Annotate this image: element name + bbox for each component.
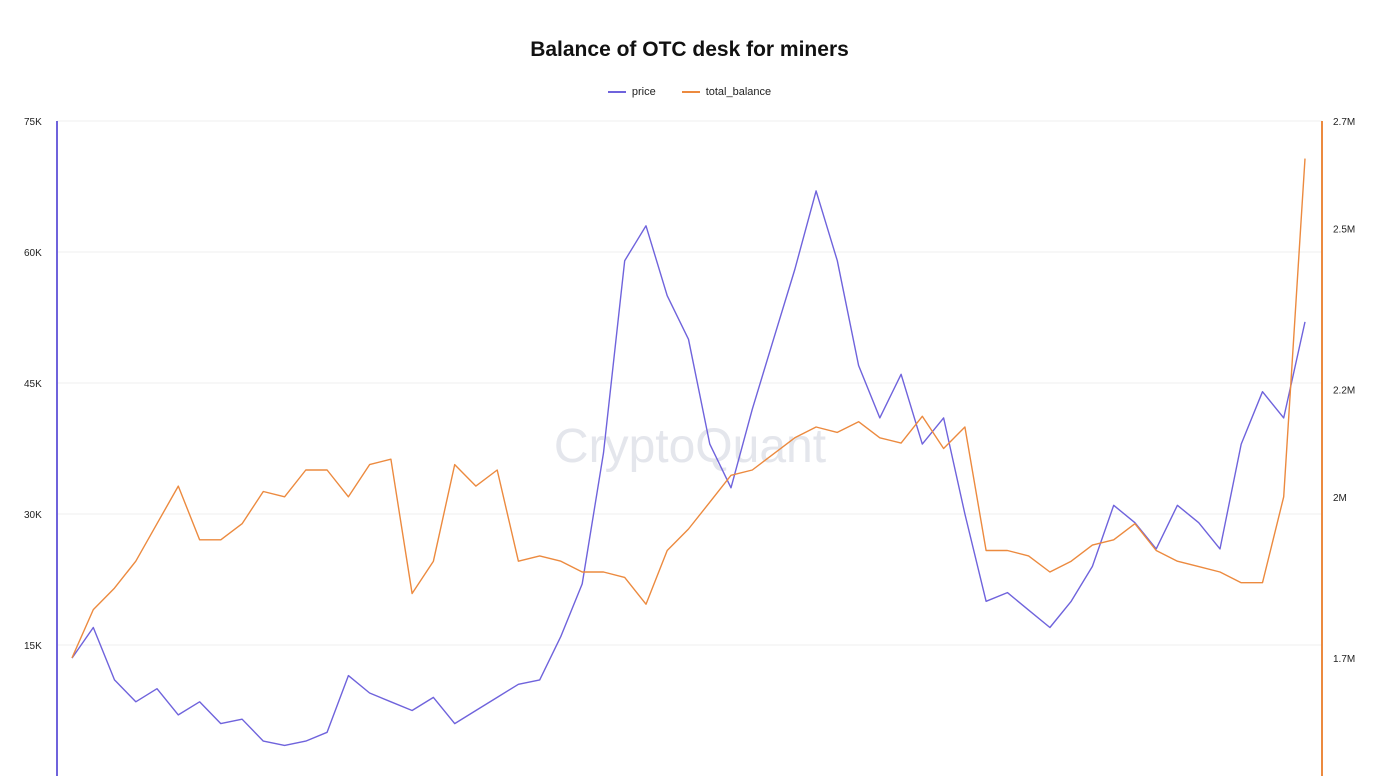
legend-item-price[interactable]: price [607, 86, 656, 98]
series-line-total-balance [71, 158, 1306, 659]
y-left-tick-label: 15K [24, 641, 42, 652]
legend-swatch-price [607, 91, 626, 93]
y-right-tick-label: 1.7M [1333, 654, 1355, 665]
y-right-tick-label: 2.7M [1333, 117, 1355, 128]
legend-swatch-total-balance [681, 91, 700, 93]
legend-label-total-balance: total_balance [705, 86, 772, 98]
y-left-tick-label: 75K [24, 117, 42, 128]
legend: price total_balance [0, 86, 1379, 98]
y-left-tick-label: 60K [24, 248, 42, 259]
legend-label-price: price [631, 86, 656, 98]
chart-title: Balance of OTC desk for miners [530, 38, 849, 61]
series-line-price [71, 190, 1306, 747]
watermark: CryptoQuant [554, 420, 826, 473]
y-left-tick-label: 30K [24, 510, 42, 521]
y-right-tick-label: 2M [1333, 493, 1347, 504]
y-right-tick-label: 2.5M [1333, 224, 1355, 235]
y-right-tick-label: 2.2M [1333, 385, 1355, 396]
legend-item-total-balance[interactable]: total_balance [681, 86, 772, 98]
y-left-tick-label: 45K [24, 379, 42, 390]
